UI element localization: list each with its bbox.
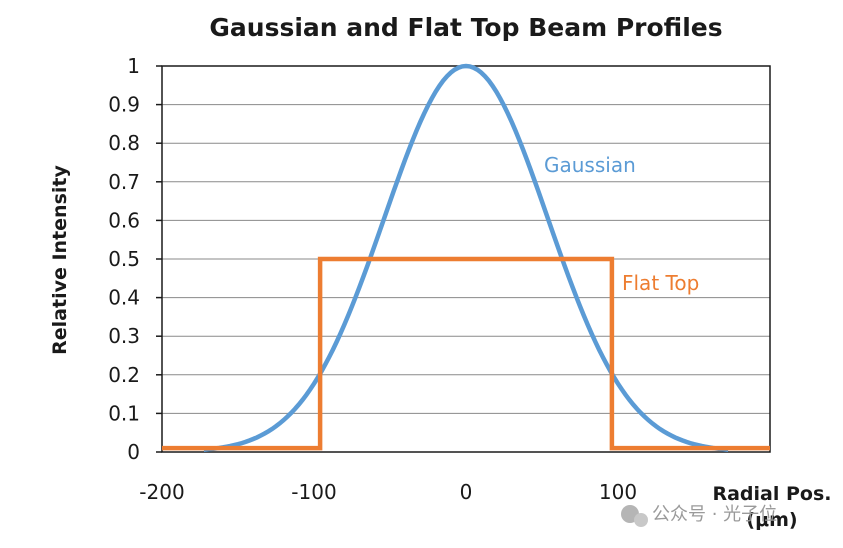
y-tick-label: 0.6 [108,208,140,232]
chart-title: Gaussian and Flat Top Beam Profiles [209,13,722,42]
series-label-gaussian: Gaussian [544,153,636,177]
wechat-icon [621,505,648,527]
y-tick-label: 0.7 [108,170,140,194]
y-tick-label: 0.3 [108,324,140,348]
x-axis-label-line1: Radial Pos. [712,483,831,505]
y-tick-label: 0.2 [108,363,140,387]
watermark-text: 公众号 · 光子位 [652,504,777,525]
y-tick-label: 0.8 [108,131,140,155]
x-axis-label-line2: (μm) [746,509,797,531]
y-tick-label: 0.1 [108,401,140,425]
y-tick-label: 0 [127,440,140,464]
series-label-flat-top: Flat Top [622,271,699,295]
x-tick-label: -100 [291,480,336,504]
x-tick-labels: -200 -100 0 100 [139,480,637,504]
series-line-flat-top [162,256,770,451]
series-line-gaussian [203,63,729,453]
x-tick-label: 0 [460,480,473,504]
x-tick-label: -200 [139,480,184,504]
y-tick-label: 0.4 [108,286,140,310]
x-tick-label: 100 [599,480,637,504]
y-tick-labels: 0 0.1 0.2 0.3 0.4 0.5 0.6 0.7 0.8 0.9 1 [108,54,162,464]
y-tick-label: 1 [127,54,140,78]
series-lines [162,63,770,453]
y-tick-label: 0.9 [108,93,140,117]
y-axis-label: Relative Intensity [49,165,71,355]
y-tick-label: 0.5 [108,247,140,271]
